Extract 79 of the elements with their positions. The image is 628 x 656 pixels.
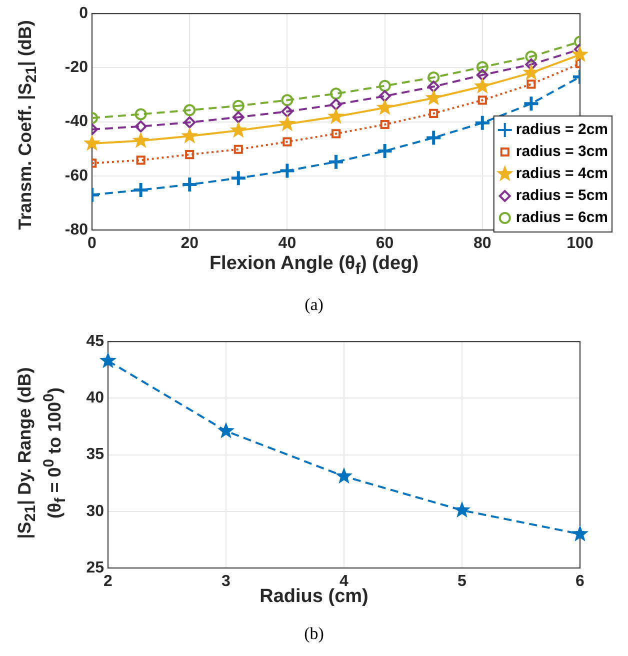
point <box>428 71 440 84</box>
x-tick-label: 3 <box>222 573 231 590</box>
point <box>376 142 394 160</box>
point <box>522 64 540 80</box>
x-tick-label: 80 <box>474 235 492 252</box>
point <box>425 88 442 106</box>
point <box>428 80 440 93</box>
point <box>185 150 194 160</box>
point <box>525 58 538 70</box>
y-tick-label: -20 <box>64 59 88 76</box>
point <box>330 88 342 100</box>
point <box>327 108 345 124</box>
point <box>522 95 540 112</box>
point <box>134 108 147 120</box>
point <box>217 422 235 438</box>
y-tick-label: 45 <box>86 333 104 350</box>
point <box>230 121 247 138</box>
point <box>282 137 292 146</box>
point <box>281 106 294 118</box>
point <box>378 80 391 92</box>
point <box>99 352 117 368</box>
y-tick-label: 35 <box>86 446 104 464</box>
point <box>232 111 244 124</box>
point <box>281 94 294 106</box>
point <box>476 61 488 74</box>
y-tick-label: -40 <box>64 113 88 130</box>
y-tick-label: -80 <box>64 221 88 238</box>
point <box>278 114 296 132</box>
legend-label: radius = 5cm <box>516 187 608 204</box>
point <box>526 80 536 89</box>
point <box>184 116 196 128</box>
legend-label: radius = 3cm <box>516 143 608 160</box>
point <box>476 69 488 82</box>
point <box>380 120 390 130</box>
point <box>132 181 150 198</box>
point <box>425 129 442 146</box>
point <box>230 170 247 187</box>
x-tick-label: 20 <box>180 235 199 252</box>
x-tick-label: 5 <box>458 573 467 590</box>
x-tick-label: 40 <box>278 235 296 252</box>
point <box>378 90 391 102</box>
text: (b) <box>303 624 325 644</box>
y-tick-label: -60 <box>64 167 88 184</box>
legend-label: radius = 4cm <box>516 165 608 182</box>
point <box>136 156 146 165</box>
point <box>134 120 147 132</box>
point <box>335 467 353 484</box>
point <box>234 144 243 154</box>
x-tick-label: 2 <box>104 573 113 590</box>
point <box>571 46 589 62</box>
x-tick-label: 6 <box>576 573 585 590</box>
point <box>232 100 244 112</box>
legend-label: radius = 2cm <box>516 121 608 138</box>
y-tick-label: 0 <box>79 5 88 22</box>
point <box>376 98 394 116</box>
y-tick-label: 30 <box>86 502 104 520</box>
y-tick-label: 25 <box>86 559 104 576</box>
x-axis-title: Flexion Angle (θ$_{f}$) (deg) <box>208 253 420 279</box>
point <box>478 96 487 105</box>
point <box>525 50 538 63</box>
point <box>181 176 198 194</box>
point <box>278 162 296 180</box>
point <box>181 127 198 144</box>
point <box>474 77 491 94</box>
point <box>474 114 491 132</box>
point <box>453 501 471 518</box>
point <box>330 98 342 110</box>
point <box>184 104 196 116</box>
x-tick-label: 60 <box>376 235 394 252</box>
x-tick-label: 100 <box>566 235 594 252</box>
y-tick-label: 40 <box>86 390 104 407</box>
legend-label: radius = 6cm <box>516 209 608 226</box>
point <box>429 108 438 118</box>
point <box>331 129 341 138</box>
point <box>83 134 101 151</box>
point <box>132 132 150 148</box>
text: (a) <box>304 295 324 315</box>
point <box>571 525 589 542</box>
point <box>328 153 344 170</box>
